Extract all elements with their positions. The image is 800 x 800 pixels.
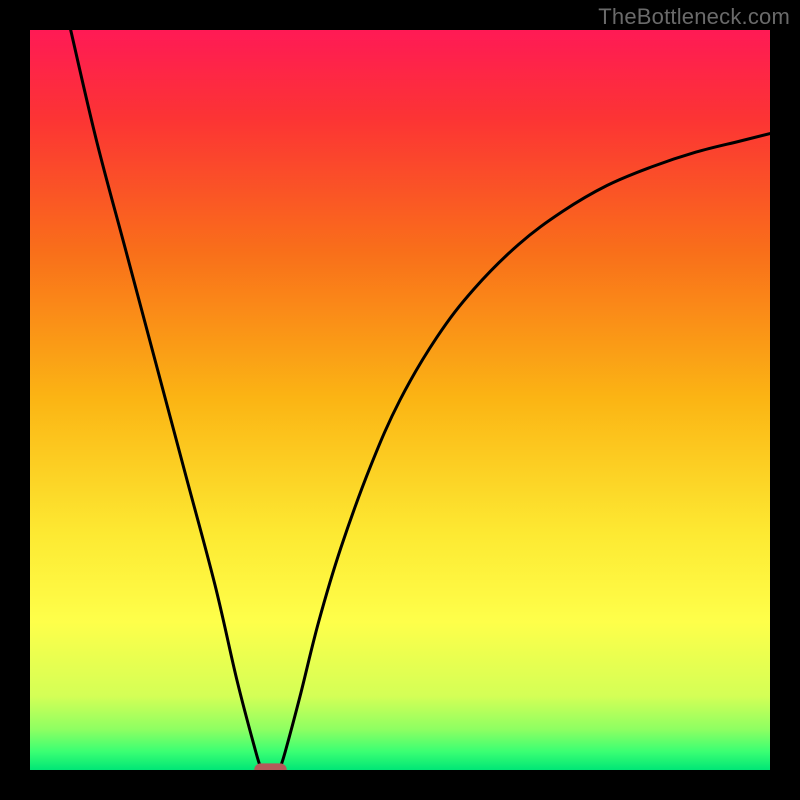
bottleneck-chart <box>0 0 800 800</box>
chart-container: TheBottleneck.com <box>0 0 800 800</box>
watermark-text: TheBottleneck.com <box>598 4 790 30</box>
